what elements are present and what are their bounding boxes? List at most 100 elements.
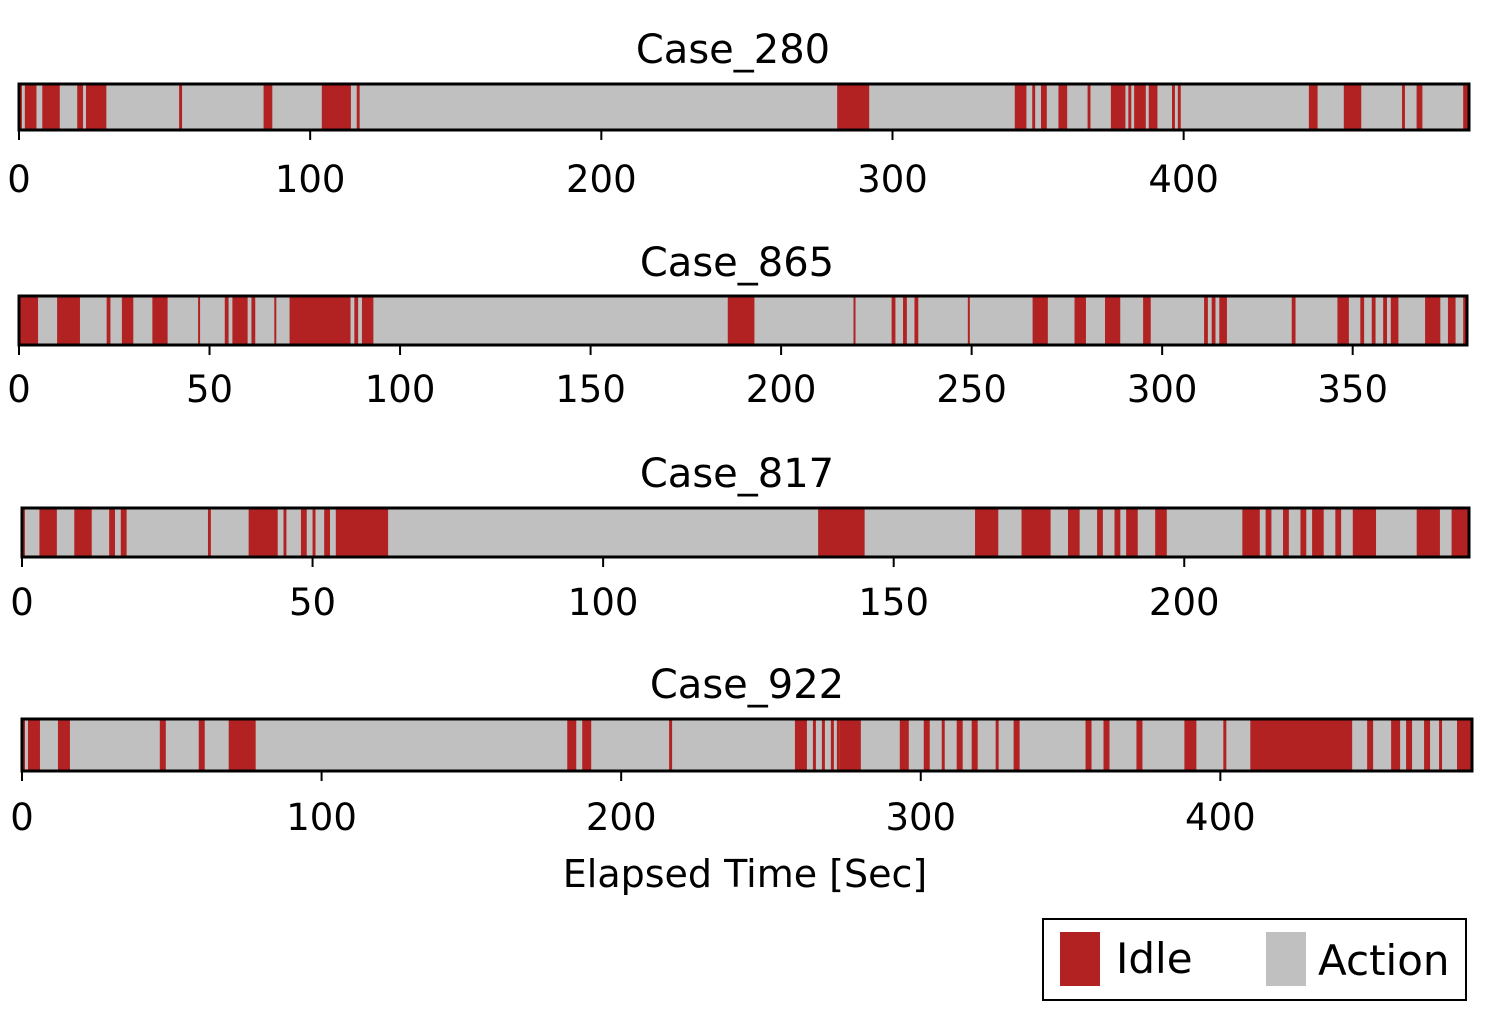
idle-segment (1128, 84, 1132, 130)
idle-segment (582, 719, 592, 771)
idle-segment (1105, 296, 1121, 345)
x-tick-label: 0 (10, 796, 34, 839)
idle-segment (923, 719, 930, 771)
x-tick-label: 150 (555, 368, 626, 411)
x-tick-label: 0 (10, 581, 34, 624)
idle-segment (39, 508, 57, 557)
legend-idle-label: Idle (1116, 934, 1193, 983)
idle-segment (1337, 296, 1349, 345)
idle-segment (1308, 84, 1318, 130)
idle-segment (85, 84, 107, 130)
idle-segment (356, 84, 360, 130)
idle-segment (1087, 84, 1091, 130)
idle-segment (42, 84, 60, 130)
idle-segment (1383, 296, 1387, 345)
idle-segment (853, 296, 856, 345)
action-background (19, 84, 1469, 130)
idle-segment (1283, 508, 1289, 557)
idle-segment (1463, 296, 1467, 345)
idle-segment (1300, 508, 1307, 557)
action-background (22, 719, 1472, 771)
idle-segment (152, 296, 168, 345)
x-tick-label: 250 (936, 368, 1007, 411)
timeline-panel: Case_865 0 50 100 150 200 250 300 350 (7, 240, 1469, 411)
x-tick-label: 200 (746, 368, 817, 411)
panel-title: Case_817 (640, 451, 834, 497)
x-tick-label: 200 (586, 796, 657, 839)
timeline-frame (17, 82, 1471, 132)
idle-segment (179, 84, 183, 130)
idle-segment (312, 508, 316, 557)
idle-segment (967, 296, 970, 345)
idle-segment (207, 508, 211, 557)
idle-segment (57, 719, 70, 771)
idle-segment (1134, 84, 1146, 130)
idle-segment (1032, 296, 1048, 345)
idle-segment (1143, 296, 1151, 345)
legend-action-swatch (1266, 932, 1306, 986)
idle-segment (1097, 508, 1103, 557)
idle-segment (1463, 84, 1469, 130)
idle-segment (1447, 296, 1456, 345)
x-tick-label: 100 (275, 158, 346, 201)
x-tick-label: 100 (365, 368, 436, 411)
idle-segment (1439, 719, 1443, 771)
idle-segment (1416, 84, 1423, 130)
idle-segment (1103, 719, 1110, 771)
idle-segment (975, 508, 999, 557)
idle-segment (891, 296, 896, 345)
idle-segment (321, 84, 351, 130)
x-tick-label: 300 (885, 796, 956, 839)
idle-segment (121, 296, 134, 345)
idle-segment (837, 84, 870, 130)
idle-segment (228, 719, 256, 771)
idle-segment (27, 719, 40, 771)
timeline-frame (17, 294, 1469, 347)
idle-segment (1265, 508, 1272, 557)
idle-segment (224, 296, 229, 345)
idle-segment (324, 508, 330, 557)
x-tick-label: 100 (568, 581, 639, 624)
idle-segment (1014, 84, 1027, 130)
idle-segment (794, 719, 807, 771)
idle-segment (232, 296, 248, 345)
idle-segment (1110, 84, 1126, 130)
idle-segment (248, 508, 278, 557)
idle-segment (335, 508, 389, 557)
idle-segment (995, 719, 999, 771)
idle-segment (198, 719, 205, 771)
x-tick-label: 50 (289, 581, 336, 624)
idle-segment (669, 719, 673, 771)
idle-segment (300, 508, 307, 557)
x-tick-label: 200 (1149, 581, 1220, 624)
x-tick-label: 50 (186, 368, 233, 411)
idle-segment (1424, 719, 1431, 771)
timeline-frame (20, 506, 1471, 559)
idle-segment (109, 508, 115, 557)
x-tick-label: 300 (857, 158, 928, 201)
panel-title: Case_280 (636, 27, 830, 73)
idle-segment (1360, 296, 1365, 345)
idle-segment (283, 508, 287, 557)
idle-segment (1148, 84, 1158, 130)
idle-segment (1074, 296, 1086, 345)
idle-segment (354, 296, 359, 345)
idle-segment (1291, 296, 1296, 345)
x-tick-label: 0 (7, 368, 31, 411)
idle-segment (1211, 296, 1216, 345)
idle-segment (1402, 84, 1405, 130)
idle-segment (1177, 84, 1181, 130)
idle-segment (899, 719, 909, 771)
legend-idle-swatch (1060, 932, 1100, 986)
idle-segment (1343, 84, 1362, 130)
legend-frame (1042, 918, 1467, 1001)
x-tick-label: 350 (1317, 368, 1388, 411)
idle-segment (1058, 84, 1068, 130)
idle-segment (1040, 84, 1047, 130)
x-tick-label: 300 (1127, 368, 1198, 411)
idle-segment (567, 719, 577, 771)
idle-segment (1367, 719, 1374, 771)
idle-segment (120, 508, 127, 557)
idle-segment (1114, 508, 1121, 557)
